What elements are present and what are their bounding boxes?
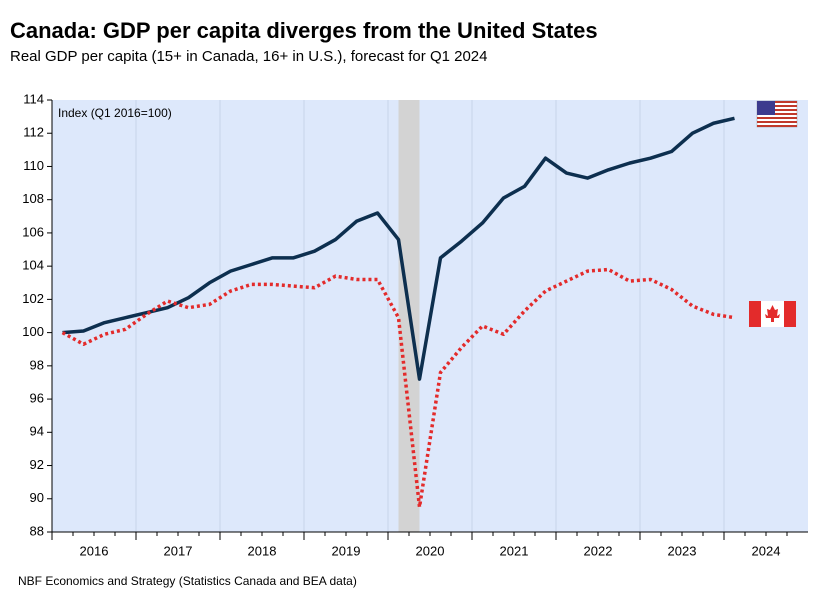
y-tick-label: 110: [23, 158, 44, 173]
y-tick-label: 90: [30, 490, 44, 505]
x-tick-label: 2018: [248, 543, 277, 558]
y-tick-label: 106: [22, 224, 44, 239]
us-flag: [756, 100, 798, 128]
x-tick-label: 2019: [332, 543, 361, 558]
x-tick-label: 2021: [500, 543, 529, 558]
chart-subtitle: Real GDP per capita (15+ in Canada, 16+ …: [10, 48, 488, 65]
y-tick-label: 102: [22, 291, 44, 306]
source: NBF Economics and Strategy (Statistics C…: [18, 574, 357, 588]
chart-title: Canada: GDP per capita diverges from the…: [10, 18, 598, 43]
y-tick-label: 94: [30, 424, 44, 439]
x-tick-label: 2023: [668, 543, 697, 558]
y-tick-label: 114: [23, 91, 44, 106]
y-tick-label: 104: [22, 258, 44, 273]
series-line: [61, 267, 735, 509]
y-tick-label: 92: [30, 457, 44, 472]
y-tick-label: 108: [22, 191, 44, 206]
y-tick-label: 88: [30, 523, 44, 538]
annotation: Index (Q1 2016=100): [58, 106, 172, 120]
y-tick-label: 96: [30, 391, 44, 406]
x-tick-label: 2020: [416, 543, 445, 558]
y-tick-label: 100: [22, 324, 44, 339]
canada-flag: [749, 301, 796, 327]
x-tick-label: 2024: [752, 543, 781, 558]
x-tick-label: 2016: [80, 543, 109, 558]
x-tick-label: 2022: [584, 543, 613, 558]
x-tick-label: 2017: [164, 543, 193, 558]
y-tick-label: 98: [30, 357, 44, 372]
y-tick-label: 112: [23, 125, 44, 140]
